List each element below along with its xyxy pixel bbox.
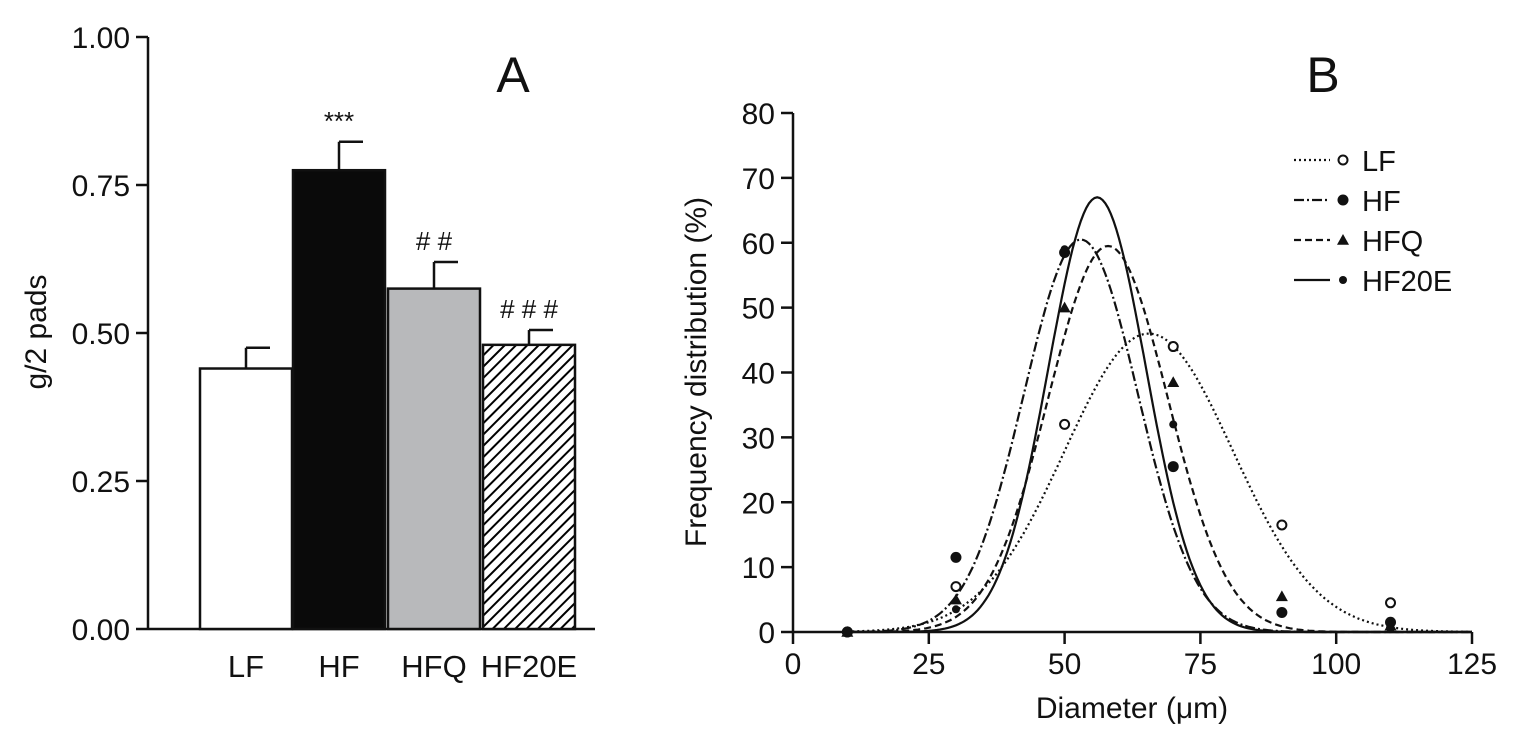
y-tick-label-b: 40 bbox=[742, 358, 775, 391]
curve-lf bbox=[847, 332, 1472, 633]
panel-label-b: B bbox=[1306, 47, 1339, 103]
data-point-hf bbox=[950, 551, 962, 563]
y-tick-label-a: 0.00 bbox=[72, 614, 130, 647]
data-point-hf20e bbox=[1060, 245, 1069, 254]
data-point-hf20e bbox=[843, 628, 852, 636]
bar-lf bbox=[198, 367, 294, 631]
significance-mark: *** bbox=[324, 106, 354, 136]
bar-hf20e bbox=[481, 343, 577, 631]
data-point-hfq bbox=[949, 593, 962, 605]
bar-hfq bbox=[386, 287, 482, 631]
data-point-hfq bbox=[1275, 590, 1288, 602]
legend-label-hf20e: HF20E bbox=[1362, 266, 1452, 298]
y-tick-label-a: 1.00 bbox=[72, 22, 130, 55]
y-tick-label-b: 0 bbox=[758, 617, 775, 650]
x-tick-label-b: 0 bbox=[785, 648, 802, 681]
legend-label-hf: HF bbox=[1362, 186, 1401, 218]
data-point-hfq bbox=[1167, 376, 1180, 388]
y-axis-title-b: Frequency distribution (%) bbox=[680, 197, 713, 547]
legend-marker-hf bbox=[1337, 194, 1349, 206]
x-tick-label-b: 100 bbox=[1311, 648, 1361, 681]
y-tick-label-b: 10 bbox=[742, 552, 775, 585]
bar-chart-panel-a: A g/2 pads 0.00 0.25 0.50 0.75 1.00 *** # # # … bbox=[20, 22, 595, 684]
data-point-lf bbox=[1059, 418, 1071, 430]
y-tick-label-b: 60 bbox=[742, 228, 775, 261]
y-tick-label-b: 80 bbox=[742, 98, 775, 131]
data-point-lf bbox=[1385, 597, 1397, 609]
legend-marker-lf bbox=[1337, 154, 1349, 166]
category-label: LF bbox=[228, 649, 264, 684]
legend-marker-hf20e bbox=[1339, 276, 1347, 284]
y-ticks-a: 0.00 0.25 0.50 0.75 1.00 bbox=[72, 22, 148, 647]
x-tick-label-b: 125 bbox=[1447, 648, 1497, 681]
category-label: HF bbox=[318, 649, 359, 684]
data-point-hf bbox=[1167, 461, 1179, 473]
legend-b: LF HF HFQ HF20E bbox=[1294, 146, 1452, 298]
data-point-hf20e bbox=[1386, 624, 1395, 633]
y-tick-label-b: 20 bbox=[742, 487, 775, 520]
x-tick-label-b: 25 bbox=[912, 648, 945, 681]
curves-b bbox=[847, 196, 1472, 634]
y-tick-label-a: 0.50 bbox=[72, 318, 130, 351]
y-tick-label-a: 0.25 bbox=[72, 466, 130, 499]
x-axis-title-b: Diameter (μm) bbox=[1036, 692, 1228, 725]
y-tick-label-b: 30 bbox=[742, 422, 775, 455]
line-chart-panel-b: B Frequency distribution (%) Diameter (μ… bbox=[680, 47, 1497, 725]
y-tick-label-b: 70 bbox=[742, 163, 775, 196]
significance-mark: # # bbox=[416, 226, 453, 256]
y-tick-label-b: 50 bbox=[742, 293, 775, 326]
panel-label-a: A bbox=[496, 47, 530, 103]
y-axis-title-a: g/2 pads bbox=[20, 274, 53, 389]
x-ticks-b: 0 25 50 75 100 125 bbox=[785, 632, 1497, 681]
bars-a: *** # # # # # bbox=[198, 106, 577, 631]
points-b bbox=[841, 245, 1397, 638]
data-point-hfq bbox=[1058, 301, 1071, 313]
y-ticks-b: 0 10 20 30 40 50 60 70 80 bbox=[742, 98, 793, 650]
x-tick-label-b: 75 bbox=[1184, 648, 1217, 681]
legend-label-hfq: HFQ bbox=[1362, 226, 1423, 258]
category-label: HFQ bbox=[401, 649, 466, 684]
x-tick-label-b: 50 bbox=[1048, 648, 1081, 681]
legend-marker-hfq bbox=[1337, 234, 1349, 245]
category-label: HF20E bbox=[481, 649, 577, 684]
data-point-hf20e bbox=[1277, 608, 1286, 617]
curve-hf20e bbox=[847, 196, 1472, 634]
data-point-lf bbox=[1276, 519, 1288, 531]
data-point-lf bbox=[950, 581, 962, 593]
data-point-hf20e bbox=[1169, 420, 1178, 429]
category-labels-a: LF HF HFQ HF20E bbox=[228, 649, 577, 684]
significance-mark: # # # bbox=[500, 294, 558, 324]
y-tick-label-a: 0.75 bbox=[72, 170, 130, 203]
legend-label-lf: LF bbox=[1362, 146, 1396, 178]
bar-hf bbox=[291, 168, 387, 631]
data-point-hf20e bbox=[951, 605, 960, 614]
data-point-lf bbox=[1167, 341, 1179, 353]
